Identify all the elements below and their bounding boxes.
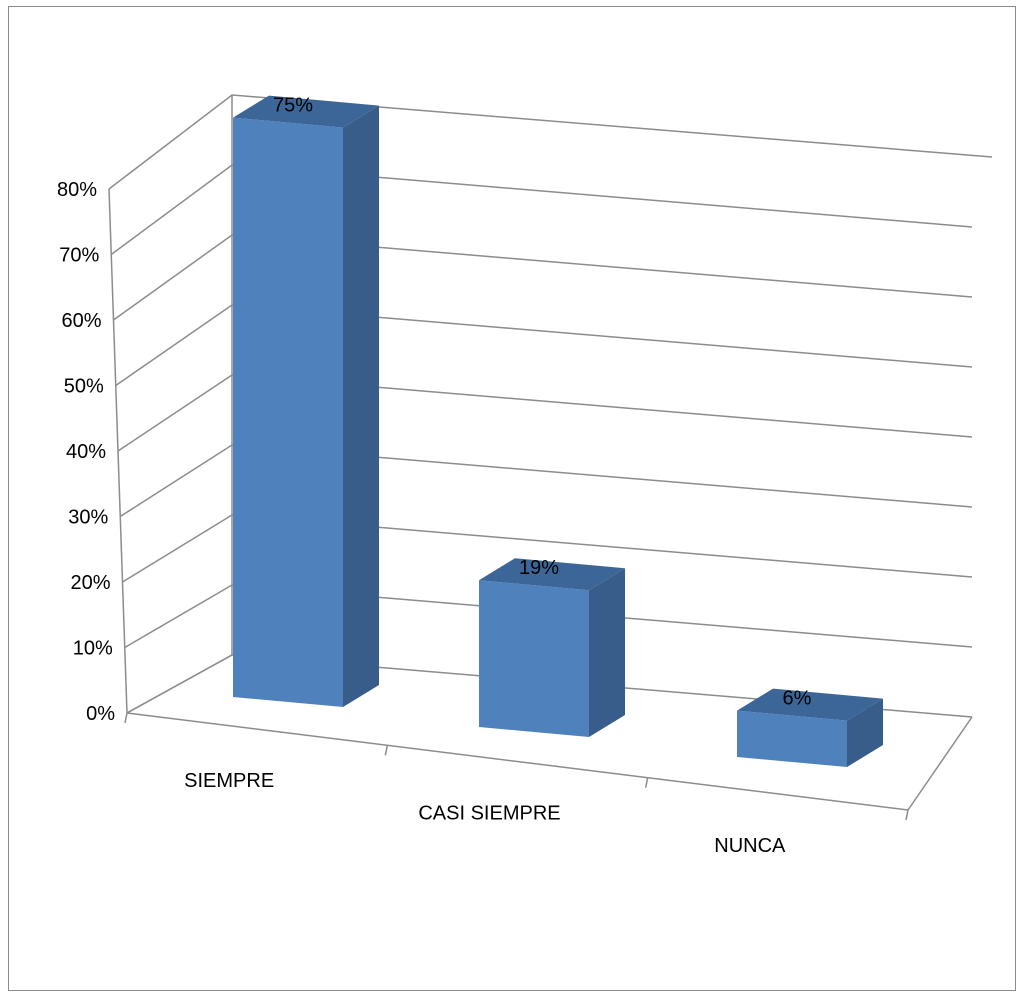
- x-tick: [384, 745, 389, 756]
- bar-side: [847, 698, 883, 767]
- x-tick: [905, 809, 909, 821]
- x-axis: [126, 712, 909, 811]
- axes: [108, 95, 973, 821]
- chart-frame: [8, 6, 1016, 991]
- floor-left-edge: [126, 654, 233, 714]
- y-axis: [108, 188, 128, 714]
- y-tick-label: 20%: [70, 572, 110, 594]
- y-tick-label: 70%: [59, 245, 99, 267]
- y-tick-label: 0%: [86, 703, 115, 725]
- y-tick-label: 60%: [61, 310, 101, 332]
- bar-side: [343, 105, 379, 707]
- x-tick: [644, 777, 649, 788]
- bar-top: [737, 688, 883, 721]
- y-tick-labels: 0% 10% 20% 30% 40% 50% 60% 70% 80%: [57, 179, 115, 725]
- bar-front: [233, 117, 343, 707]
- data-label: 6%: [783, 688, 812, 710]
- x-tick-labels: SIEMPRE CASI SIEMPRE NUNCA: [184, 770, 786, 857]
- bar-top: [233, 95, 379, 128]
- x-tick: [124, 712, 128, 724]
- data-label: 75%: [273, 95, 313, 117]
- bar-front: [737, 710, 847, 767]
- y-tick-label: 30%: [68, 507, 108, 529]
- bar-top: [479, 558, 625, 591]
- x-tick-label: SIEMPRE: [184, 770, 274, 792]
- y-tick-label: 10%: [73, 638, 113, 660]
- data-labels: 75% 19% 6%: [273, 95, 812, 710]
- data-label: 19%: [519, 557, 559, 579]
- bar-3: [737, 688, 883, 767]
- x-tick-label: NUNCA: [714, 835, 786, 857]
- bars: [233, 95, 883, 767]
- y-tick-label: 80%: [57, 179, 97, 201]
- floor-right-edge: [907, 716, 973, 811]
- bar-side: [589, 568, 625, 737]
- bar-front: [479, 580, 589, 737]
- x-tick-label: CASI SIEMPRE: [418, 803, 560, 825]
- y-tick-label: 40%: [66, 441, 106, 463]
- y-tick-label: 50%: [64, 376, 104, 398]
- bar-1: [233, 95, 379, 707]
- bar-2: [479, 558, 625, 737]
